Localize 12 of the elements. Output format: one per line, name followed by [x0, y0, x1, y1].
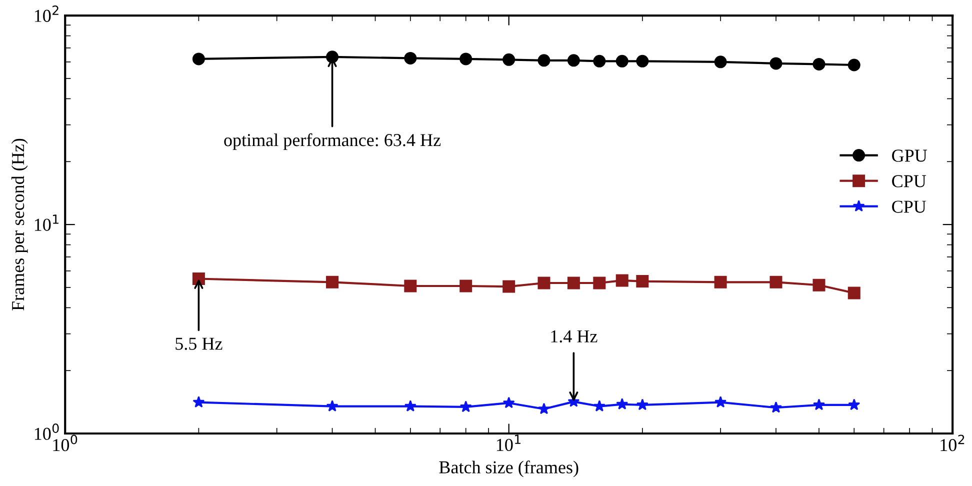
- annotation: 5.5 Hz: [176, 338, 222, 350]
- legend-label: GPU: [892, 150, 928, 162]
- y-axis-title: Frames per second (Hz): [11, 138, 28, 310]
- x-axis-title: Batch size (frames): [439, 460, 578, 478]
- annotation: optimal performance: 63.4 Hz: [224, 133, 441, 150]
- legend-label: CPU: [892, 175, 926, 188]
- y-tick-label: 10$^{2}$: [34, 6, 58, 22]
- legend-label: CPU: [892, 200, 926, 213]
- annotation: 1.4 Hz: [551, 330, 598, 343]
- y-tick-label: 10$^{1}$: [34, 214, 58, 231]
- x-tick-label: 10$^{2}$: [940, 434, 964, 452]
- x-tick-label: 10$^{1}$: [496, 434, 520, 452]
